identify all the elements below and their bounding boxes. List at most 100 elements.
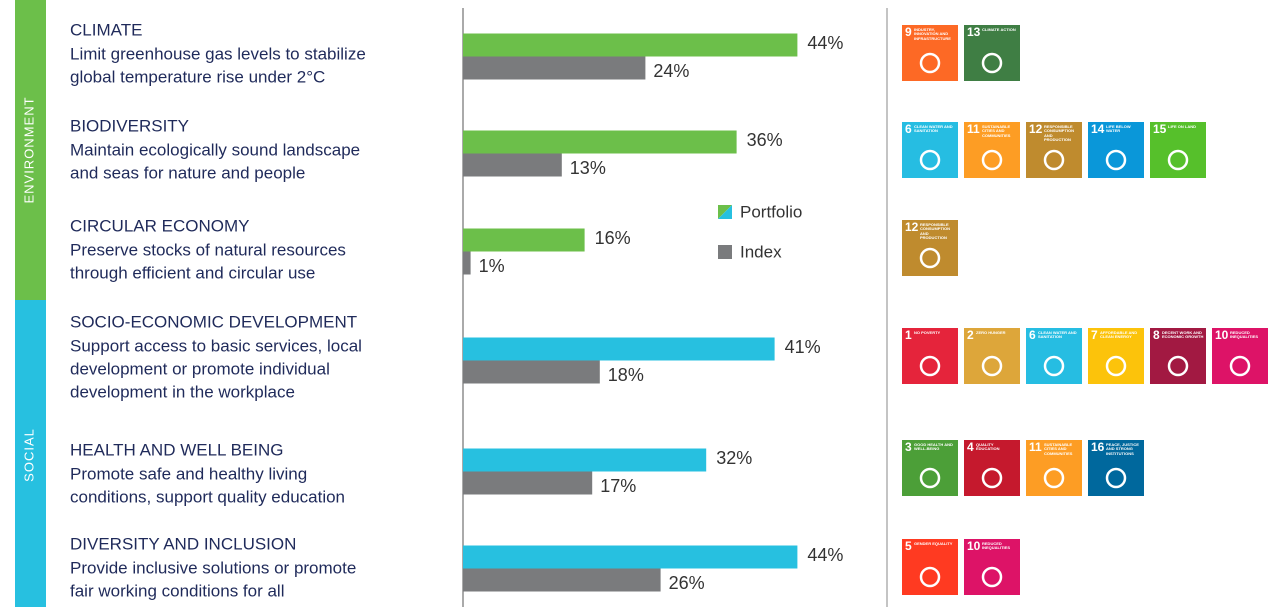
sdg-label-box: AFFORDABLE AND CLEAN ENERGY (1100, 331, 1138, 340)
bar (463, 56, 646, 80)
sdg-icon (1167, 149, 1189, 171)
legend-label: Portfolio (740, 202, 802, 221)
sdg-label-box: SUSTAINABLE CITIES AND COMMUNITIES (982, 125, 1011, 138)
legend-swatch (718, 245, 732, 259)
sdg-label: INDUSTRY, INNOVATION AND INFRASTRUCTURE (914, 28, 951, 41)
value-label: 18% (608, 365, 644, 385)
row-description: global temperature rise under 2°C (70, 67, 325, 86)
bar (463, 33, 798, 57)
sdg-number: 8 (1153, 328, 1160, 342)
sdg-number: 11 (967, 122, 980, 136)
bar (463, 130, 737, 154)
sdg-number: 12 (1029, 122, 1043, 136)
bar (463, 228, 585, 252)
value-label: 26% (669, 573, 705, 593)
row-description: through efficient and circular use (70, 263, 315, 282)
sdg-label: REDUCED INEQUALITIES (982, 542, 1011, 551)
sdg-icon (919, 566, 941, 588)
sdg-label-box: GENDER EQUALITY (914, 542, 952, 546)
sdg-label: RESPONSIBLE CONSUMPTION AND PRODUCTION (920, 223, 950, 241)
row-title: DIVERSITY AND INCLUSION (70, 534, 296, 553)
group-label: ENVIRONMENT (21, 96, 36, 203)
sdg-icon (1229, 355, 1251, 377)
sdg-icon (1105, 149, 1127, 171)
bar (463, 337, 775, 361)
sdg-label: AFFORDABLE AND CLEAN ENERGY (1100, 331, 1138, 340)
sdg-number: 12 (905, 220, 919, 234)
row-description: Maintain ecologically sound landscape (70, 140, 360, 159)
row-title: HEALTH AND WELL BEING (70, 440, 284, 459)
sdg-icon (1105, 467, 1127, 489)
sdg-label: CLEAN WATER AND SANITATION (1038, 331, 1077, 340)
sdg-label-box: CLEAN WATER AND SANITATION (1038, 331, 1077, 340)
row-description: development in the workplace (70, 382, 295, 401)
sdg-label-box: RESPONSIBLE CONSUMPTION AND PRODUCTION (1044, 125, 1074, 143)
value-label: 44% (807, 545, 843, 565)
value-label: 13% (570, 158, 606, 178)
sdg-number: 16 (1091, 440, 1105, 454)
sdg-icon (981, 149, 1003, 171)
sdg-label-box: SUSTAINABLE CITIES AND COMMUNITIES (1044, 443, 1073, 456)
row-description: development or promote individual (70, 359, 330, 378)
group-strip (15, 0, 46, 300)
sdg-label-box: REDUCED INEQUALITIES (1230, 331, 1258, 339)
sdg-icon (919, 467, 941, 489)
sdg-number: 1 (905, 328, 912, 342)
sdg-number: 6 (905, 122, 912, 136)
sdg-label: SUSTAINABLE CITIES AND COMMUNITIES (1044, 443, 1073, 456)
sdg-label-box: CLIMATE ACTION (982, 28, 1016, 32)
row-description: Preserve stocks of natural resources (70, 240, 346, 259)
bar (463, 545, 798, 569)
group-strip (15, 300, 46, 607)
sdg-label: GOOD HEALTH AND WELL-BEING (914, 443, 953, 452)
sdg-number: 11 (1029, 440, 1042, 454)
sdg-label-box: PEACE, JUSTICE AND STRONG INSTITUTIONS (1106, 443, 1139, 456)
row-description: and seas for nature and people (70, 163, 305, 182)
row-description: Provide inclusive solutions or promote (70, 558, 356, 577)
bar (463, 471, 593, 495)
sdg-number: 10 (1215, 328, 1229, 342)
row-description: Support access to basic services, local (70, 336, 362, 355)
sdg-icon (1043, 355, 1065, 377)
value-label: 17% (600, 476, 636, 496)
sdg-number: 14 (1091, 122, 1105, 136)
bar (463, 251, 471, 275)
sdg-label: PEACE, JUSTICE AND STRONG INSTITUTIONS (1106, 443, 1139, 456)
sdg-number: 9 (905, 25, 912, 39)
bar (463, 360, 600, 384)
row-description: Limit greenhouse gas levels to stabilize (70, 44, 366, 63)
sdg-icon (981, 566, 1003, 588)
sdg-label: RESPONSIBLE CONSUMPTION AND PRODUCTION (1044, 125, 1074, 143)
sdg-icon (919, 355, 941, 377)
row-title: SOCIO-ECONOMIC DEVELOPMENT (70, 312, 357, 331)
sdg-icon (1043, 467, 1065, 489)
legend-label: Index (740, 242, 782, 261)
sdg-number: 13 (967, 25, 981, 39)
row-title: BIODIVERSITY (70, 116, 189, 135)
sdg-label: LIFE BELOW WATER (1106, 125, 1131, 134)
row-title: CLIMATE (70, 20, 142, 39)
value-label: 44% (807, 33, 843, 53)
sdg-label: LIFE ON LAND (1168, 125, 1196, 129)
sdg-icon (1167, 355, 1189, 377)
sdg-icon (919, 149, 941, 171)
sdg-label-box: DECENT WORK AND ECONOMIC GROWTH (1162, 331, 1204, 340)
row-title: CIRCULAR ECONOMY (70, 216, 249, 235)
row-description: conditions, support quality education (70, 487, 345, 506)
legend-swatch (718, 205, 732, 219)
sdg-label: NO POVERTY (914, 331, 941, 335)
sdg-label-box: INDUSTRY, INNOVATION AND INFRASTRUCTURE (914, 28, 951, 41)
sdg-number: 7 (1091, 328, 1098, 342)
sdg-label: SUSTAINABLE CITIES AND COMMUNITIES (982, 125, 1011, 138)
sdg-label-box: LIFE ON LAND (1168, 125, 1196, 129)
sdg-label-box: GOOD HEALTH AND WELL-BEING (914, 443, 953, 452)
sdg-label: CLEAN WATER AND SANITATION (914, 125, 953, 134)
sdg-label: DECENT WORK AND ECONOMIC GROWTH (1162, 331, 1204, 340)
sdg-icon (981, 52, 1003, 74)
sdg-label-box: QUALITY EDUCATION (976, 443, 999, 451)
sdg-number: 5 (905, 539, 912, 553)
sdg-label-box: NO POVERTY (914, 331, 941, 335)
sdg-label-box: RESPONSIBLE CONSUMPTION AND PRODUCTION (920, 223, 950, 241)
sdg-icon (981, 467, 1003, 489)
